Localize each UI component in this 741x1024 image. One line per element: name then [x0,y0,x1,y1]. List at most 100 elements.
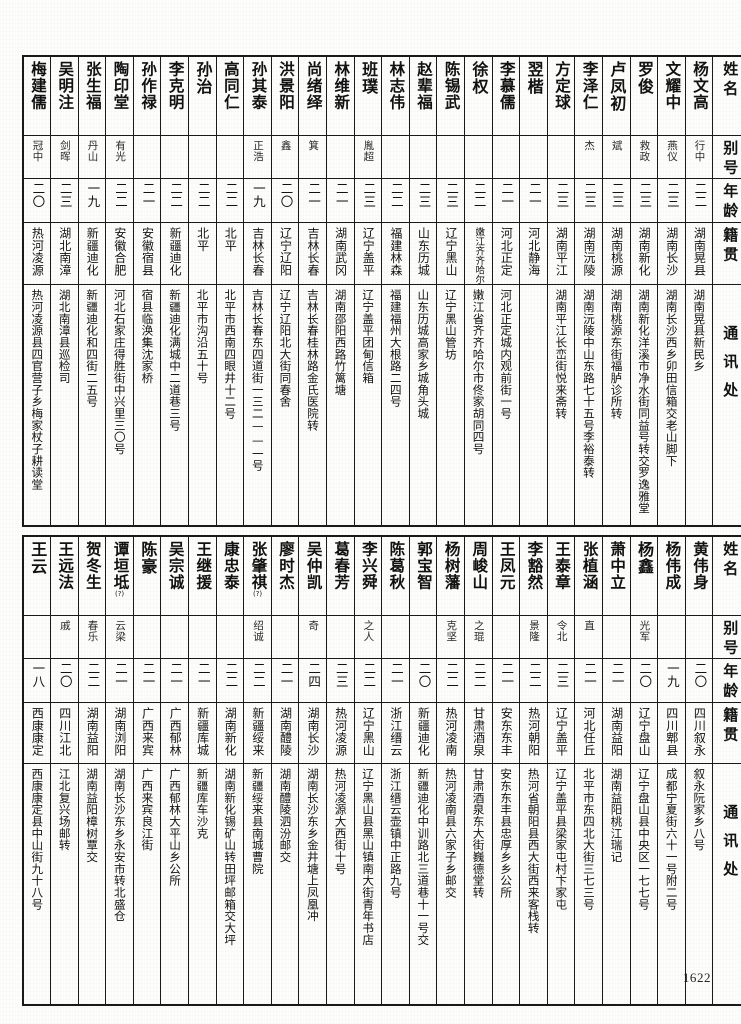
address-cell: 辽宁盖平县梁家屯村卞家屯 [546,762,576,1006]
origin-cell: 辽宁盖平 [353,221,383,285]
alias-cell: 鑫 [270,134,300,180]
address-cell: 河北正定城内观前街一号 [491,283,521,527]
name-cell: 赵辈福 [408,55,438,136]
name-cell: 王继援 [188,535,217,616]
name-cell: 吴仲凯 [298,535,328,616]
address-cell: 热河凌南县六家子乡邮交 [436,762,465,1006]
address-cell: 湖南晃县新民乡 [684,283,714,527]
name-cell: 翌楷 [519,55,548,136]
alias-cell: 正浩 [243,134,272,180]
age-cell: 二一 [519,178,548,223]
address-cell: 江北复兴场邮转 [50,762,79,1006]
origin-cell: 湖南醴陵 [270,701,300,764]
origin-cell: 热河凌源 [22,221,52,285]
age-cell: 二三 [601,178,631,223]
age-cell: 二一 [326,178,355,223]
origin-cell: 新疆库城 [188,701,217,764]
origin-cell: 热河凌南 [436,701,465,764]
alias-cell: 行中 [684,134,714,180]
name-cell: 吴明注 [50,55,79,136]
alias-cell: 之琨 [464,614,493,660]
alias-cell [408,134,438,180]
row-label-alias: 别号 [712,614,741,660]
table-row-name-lower: 王云 王远法 贺冬生 谭垣坻 (?) 陈豪 吴宗诚 王继援 康忠泰 张肇祺 (?) … [22,535,741,616]
alias-cell [436,134,465,180]
name-cell: 吴宗诚 [160,535,190,616]
age-cell: 二三 [353,178,383,223]
age-cell: 二二 [519,658,548,703]
alias-cell [381,614,410,660]
alias-cell: 胤超 [353,134,383,180]
origin-cell: 湖南平江 [546,221,576,285]
origin-cell: 湖南长沙 [657,221,686,285]
age-cell: 二一 [105,658,134,703]
origin-cell: 嫩江齐齐哈尔 [464,221,493,285]
age-cell: 二二 [381,178,410,223]
age-cell: 一九 [657,658,686,703]
origin-cell: 辽宁黑山 [353,701,383,764]
alias-cell: 燕仪 [657,134,686,180]
name-cell: 李豁然 [519,535,548,616]
name-cell: 张生福 [77,55,107,136]
alias-cell: 令北 [546,614,576,660]
alias-cell: 救政 [629,134,659,180]
address-cell: 湖南醴陵泗汾邮交 [270,762,300,1006]
age-cell: 二二 [188,178,217,223]
address-cell: 湖南长沙东乡金井塘上凤凰冲 [298,762,328,1006]
name-cell: 杨树藩 [436,535,465,616]
alias-cell: 春乐 [77,614,107,660]
age-cell: 二二 [684,178,714,223]
origin-cell: 热河凌源 [326,701,355,764]
name-cell: 陈锡武 [436,55,465,136]
age-cell: 二一 [491,178,521,223]
address-cell: 辽宁辽阳北大街同春舍 [270,283,300,527]
address-cell: 辽宁黑山管坊 [436,283,465,527]
address-cell: 山东历城高家乡城角头城 [408,283,438,527]
table-row-origin-lower: 西康康定 四川江北 湖南益阳 湖南浏阳 广西来宾 广西郁林 新疆库城 湖南新化 … [22,701,741,764]
address-cell: 叙永阮家乡八号 [684,762,714,1006]
origin-cell: 湖南沅陵 [574,221,603,285]
name-cell: 陈葛秋 [381,535,410,616]
age-cell: 二三 [629,178,659,223]
name-cell: 王泰章 [546,535,576,616]
age-cell: 二〇 [50,658,79,703]
row-label-alias: 别号 [712,134,741,180]
name-cell: 孙作禄 [132,55,162,136]
alias-cell: 之人 [353,614,383,660]
alias-cell [381,134,410,180]
address-cell: 辽宁盘山县中央区一七七号 [629,762,659,1006]
origin-cell: 辽宁盖平 [546,701,576,764]
address-cell: 成都宁夏街六十一号附二号 [657,762,686,1006]
name-cell: 周峻山 [464,535,493,616]
age-cell: 二一 [188,658,217,703]
address-cell: 安东东丰县忠厚乡乡公所 [491,762,521,1006]
alias-cell: 云梁 [105,614,134,660]
address-cell: 湖南邵阳西路竹篱塘 [326,283,355,527]
address-cell: 湖南益阳樟树覃交 [77,762,107,1006]
row-label-name: 姓名 [712,55,741,136]
address-cell: 福建福州大根路二四号 [381,283,410,527]
name-cell: 卢凤初 [601,55,631,136]
address-cell: 吉林长春桂林路金氏医院转 [298,283,328,527]
origin-cell: 福建林森 [381,221,410,285]
table-row-age-lower: 一八 二〇 二二 二一 二一 二一 二一 二二 二二 二一 二四 二三 二二 二… [22,658,741,703]
alias-cell: 直 [574,614,603,660]
origin-cell: 湖南新化 [215,701,245,764]
age-cell: 二二 [215,658,245,703]
address-cell: 湖北南漳县巡检司 [50,283,79,527]
name-cell: 黄伟身 [684,535,714,616]
name-cell: 李兴舜 [353,535,383,616]
origin-cell: 广西来宾 [132,701,162,764]
address-cell: 湖南沅陵中山东路七十五号李裕泰转 [574,283,603,527]
origin-cell: 湖南长沙 [298,701,328,764]
row-label-name: 姓名 [712,535,741,616]
origin-cell: 湖南新化 [629,221,659,285]
age-cell: 二二 [464,658,493,703]
age-cell: 二一 [132,178,162,223]
name-cell: 葛春芳 [326,535,355,616]
table-body-upper: 梅建儒 吴明注 张生福 陶印堂 孙作禄 李克明 孙治 高同仁 孙其泰 洪景阳 尚… [22,55,741,527]
origin-cell: 北平 [188,221,217,285]
origin-cell: 浙江缙云 [381,701,410,764]
alias-cell [132,134,162,180]
age-cell: 二一 [270,658,300,703]
